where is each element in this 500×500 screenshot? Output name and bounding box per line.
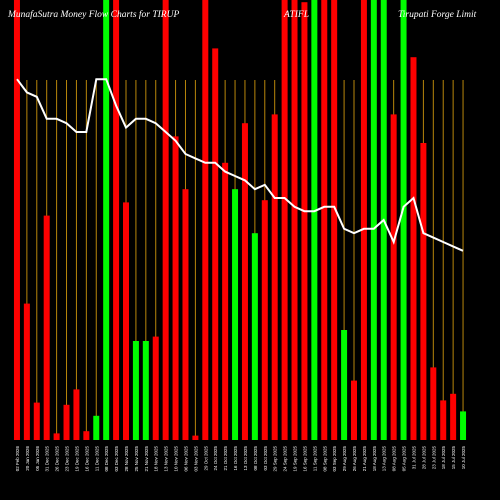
- bar-28: [291, 0, 298, 440]
- x-tick-label: 13 Nov 2025: [164, 446, 169, 472]
- bar-29: [301, 2, 308, 440]
- bar-18: [192, 435, 199, 440]
- x-tick-label: 16 Sep 2025: [302, 446, 307, 472]
- bar-21: [222, 162, 229, 441]
- chart-title-mid: ATIFL: [284, 10, 309, 20]
- x-tick-label: 08 Sep 2025: [322, 446, 327, 472]
- x-tick-label: 26 Dec 2025: [55, 446, 60, 472]
- x-tick-label: 21 Oct 2025: [223, 446, 228, 471]
- money-flow-line: [16, 78, 464, 252]
- x-tick-label: 03 Dec 2025: [114, 446, 119, 472]
- x-tick-label: 24 Oct 2025: [213, 446, 218, 471]
- bar-41: [420, 143, 427, 440]
- x-tick-label: 10 Nov 2025: [174, 446, 179, 472]
- x-tick-label: 13 Aug 2025: [382, 446, 387, 472]
- bar-12: [132, 341, 139, 440]
- x-tick-label: 23 Jul 2025: [431, 446, 436, 470]
- bar-43: [440, 400, 447, 440]
- bar-11: [123, 202, 129, 440]
- bar-42: [430, 367, 437, 440]
- x-tick-label: 16 Oct 2025: [233, 446, 238, 471]
- x-tick-label: 28 Nov 2025: [124, 446, 129, 472]
- bar-4: [53, 433, 60, 440]
- x-tick-label: 29 Sep 2025: [273, 446, 278, 472]
- bar-30: [311, 0, 318, 440]
- bar-6: [73, 389, 80, 440]
- x-tick-label: 16 Dec 2025: [84, 446, 89, 472]
- x-tick-label: 11 Sep 2025: [312, 446, 317, 472]
- x-tick-label: 31 Jul 2025: [411, 446, 416, 470]
- bar-35: [360, 0, 367, 440]
- x-tick-label: 29 Aug 2025: [342, 446, 347, 472]
- x-tick-label: 05 Aug 2025: [402, 446, 407, 472]
- bar-15: [162, 0, 169, 440]
- bar-19: [202, 0, 209, 440]
- bar-32: [331, 0, 338, 440]
- x-tick-label: 02 Feb 2026: [15, 446, 20, 472]
- bar-36: [370, 0, 377, 440]
- bar-0: [13, 0, 20, 440]
- x-tick-label: 21 Aug 2025: [362, 446, 367, 472]
- x-tick-label: 03 Sep 2025: [332, 446, 337, 472]
- x-tick-label: 25 Nov 2025: [134, 446, 139, 472]
- bar-7: [83, 431, 90, 440]
- bar-27: [281, 0, 288, 440]
- x-tick-label: 24 Sep 2025: [283, 446, 288, 472]
- bar-45: [460, 411, 467, 440]
- x-tick-label: 20 Jan 2026: [25, 446, 30, 471]
- bar-20: [212, 48, 219, 441]
- x-tick-label: 10 Jul 2025: [461, 446, 466, 470]
- bar-16: [172, 136, 179, 440]
- bar-14: [152, 336, 159, 440]
- bar-23: [241, 123, 248, 440]
- chart-title-right: Tirupati Forge Limit: [398, 10, 477, 20]
- bar-22: [232, 189, 239, 440]
- x-tick-label: 03 Nov 2025: [193, 446, 198, 472]
- bar-10: [113, 0, 120, 440]
- x-tick-label: 13 Oct 2025: [243, 446, 248, 471]
- x-tick-label: 18 Jul 2025: [441, 446, 446, 470]
- x-tick-label: 18 Aug 2025: [372, 446, 377, 472]
- bar-1: [23, 303, 30, 440]
- bar-31: [321, 0, 328, 440]
- x-tick-label: 05 Jan 2026: [35, 446, 40, 471]
- bar-17: [182, 189, 189, 440]
- bar-2: [33, 402, 40, 440]
- x-tick-label: 19 Dec 2025: [74, 446, 79, 472]
- x-tick-label: 11 Dec 2025: [94, 446, 99, 472]
- x-tick-label: 23 Dec 2025: [65, 446, 70, 472]
- x-tick-label: 15 Jul 2025: [451, 446, 456, 470]
- x-tick-label: 26 Aug 2025: [352, 446, 357, 472]
- bar-26: [271, 114, 278, 441]
- x-tick-label: 08 Aug 2025: [392, 446, 397, 472]
- bar-9: [103, 0, 110, 440]
- bar-5: [63, 404, 70, 440]
- x-tick-label: 31 Dec 2025: [45, 446, 50, 472]
- chart-title-left: MunafaSutra Money Flow Charts for TIRUP: [8, 10, 180, 20]
- bar-13: [142, 341, 149, 440]
- bar-8: [93, 415, 100, 440]
- bar-34: [351, 380, 357, 440]
- bar-3: [43, 215, 50, 440]
- x-tick-label: 28 Jul 2025: [421, 446, 426, 470]
- bar-44: [450, 393, 457, 440]
- x-tick-label: 29 Oct 2025: [203, 446, 208, 471]
- tick-layer: 02 Feb 2026 20 Jan 2026 05 Jan 2026 31 Dec …: [15, 446, 466, 472]
- x-tick-label: 06 Nov 2025: [183, 446, 188, 472]
- bar-33: [341, 330, 348, 440]
- bar-39: [400, 0, 407, 440]
- x-tick-label: 21 Nov 2025: [144, 446, 149, 472]
- x-tick-label: 03 Oct 2025: [263, 446, 268, 471]
- bar-38: [390, 114, 397, 441]
- x-tick-label: 18 Nov 2025: [154, 446, 159, 472]
- bar-layer: [13, 0, 467, 441]
- bar-40: [410, 57, 417, 440]
- x-tick-label: 08 Dec 2025: [104, 446, 109, 472]
- x-tick-label: 08 Oct 2025: [253, 446, 258, 471]
- x-tick-label: 19 Sep 2025: [293, 446, 298, 472]
- bar-24: [251, 233, 258, 440]
- bar-25: [261, 200, 268, 440]
